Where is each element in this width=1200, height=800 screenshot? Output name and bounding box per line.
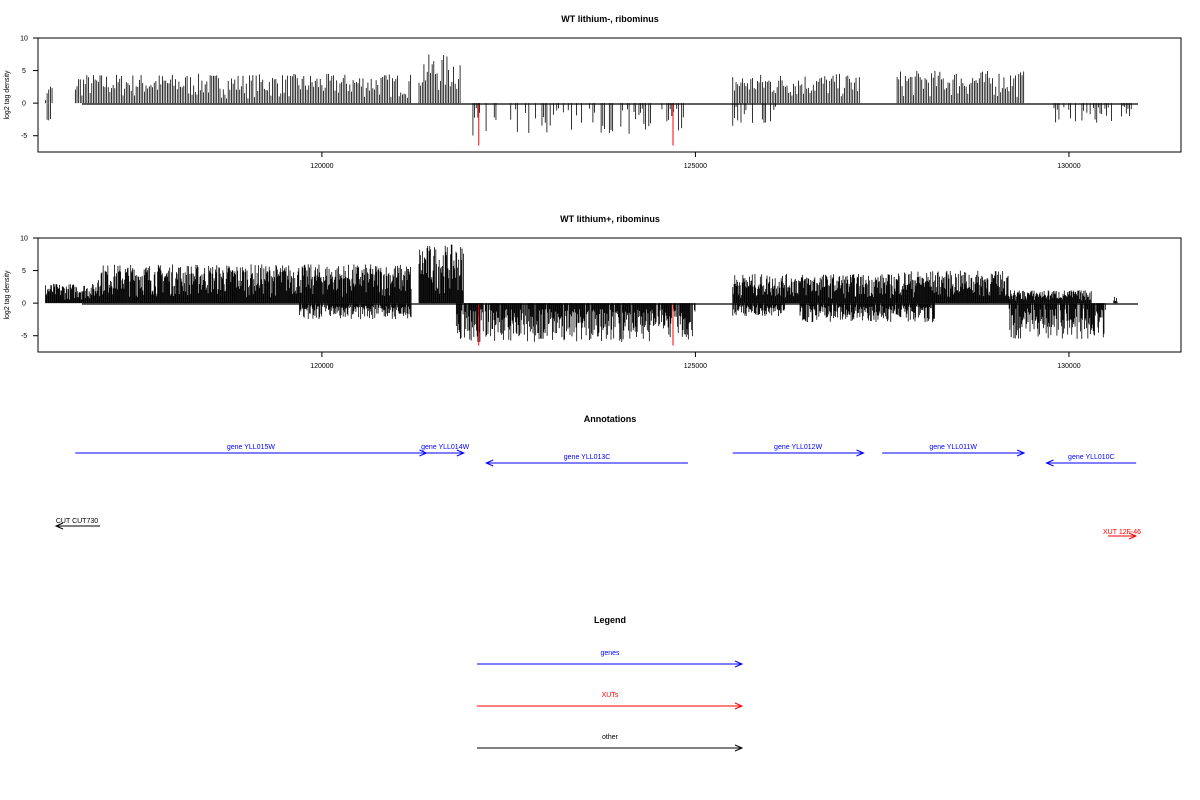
arrowhead-icon: [734, 660, 744, 668]
plot-frame: [37, 37, 1182, 153]
y-tick-label: -5: [21, 333, 27, 340]
arrowhead-icon: [1045, 459, 1054, 467]
arrowhead-icon: [856, 449, 865, 457]
arrowhead-icon: [734, 744, 744, 752]
feature-label: gene YLL010C: [1068, 454, 1115, 461]
annotations-panel: Annotations gene YLL015W gene YLL014W gene…: [54, 414, 1141, 540]
arrowhead-icon: [1016, 449, 1026, 457]
arrowhead-icon: [456, 449, 466, 457]
y-axis-label: log2 tag density: [4, 70, 11, 120]
y-tick-label: 10: [20, 36, 28, 43]
feature-label: gene YLL012W: [774, 444, 823, 451]
legend-label: genes: [600, 650, 620, 657]
arrowhead-icon: [54, 522, 64, 530]
x-tick-label: 120000: [310, 163, 333, 170]
x-tick-label: 125000: [684, 163, 707, 170]
feature-label: gene YLL015W: [227, 444, 276, 451]
y-tick-label: 5: [22, 68, 26, 75]
annotations-title: Annotations: [584, 414, 637, 424]
panel-title: WT lithium-, ribominus: [561, 14, 659, 24]
arrowhead-icon: [484, 459, 494, 467]
y-tick-label: 10: [20, 236, 28, 243]
plot-frame: [37, 237, 1182, 353]
legend: Legend genes XUTs other: [477, 615, 744, 752]
legend-label: XUTs: [602, 692, 619, 699]
legend-label: other: [602, 734, 619, 741]
legend-title: Legend: [594, 615, 626, 625]
panel-lithium-minus: WT lithium-, ribominus log2 tag density …: [4, 14, 1182, 170]
arrowhead-icon: [734, 702, 744, 710]
y-tick-label: 5: [22, 268, 26, 275]
arrowhead-icon: [1128, 532, 1138, 540]
y-axis-label: log2 tag density: [4, 270, 11, 320]
y-tick-label: 0: [22, 301, 26, 308]
x-tick-label: 130000: [1057, 163, 1080, 170]
panel-lithium-plus: WT lithium+, ribominus log2 tag density …: [4, 214, 1182, 370]
y-tick-label: -5: [21, 133, 27, 140]
x-tick-label: 120000: [310, 363, 333, 370]
x-tick-label: 125000: [684, 363, 707, 370]
feature-label: XUT 12F-46: [1103, 529, 1141, 536]
feature-label: CUT CUT730: [56, 518, 98, 525]
feature-label: gene YLL013C: [564, 454, 611, 461]
y-tick-label: 0: [22, 101, 26, 108]
panel-title: WT lithium+, ribominus: [560, 214, 660, 224]
x-tick-label: 130000: [1057, 363, 1080, 370]
feature-label: gene YLL014W: [421, 444, 470, 451]
feature-label: gene YLL011W: [929, 444, 977, 451]
